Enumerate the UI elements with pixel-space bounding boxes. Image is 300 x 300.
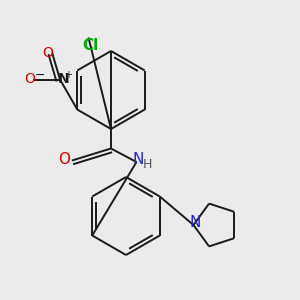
Text: N: N xyxy=(58,72,69,86)
Text: O: O xyxy=(25,72,35,86)
Text: N: N xyxy=(189,215,201,230)
Text: Cl: Cl xyxy=(82,38,98,52)
Text: N: N xyxy=(132,152,144,167)
Text: −: − xyxy=(34,68,45,82)
Text: O: O xyxy=(43,46,53,60)
Text: H: H xyxy=(143,158,153,171)
Text: O: O xyxy=(58,152,70,166)
Text: +: + xyxy=(64,70,72,80)
